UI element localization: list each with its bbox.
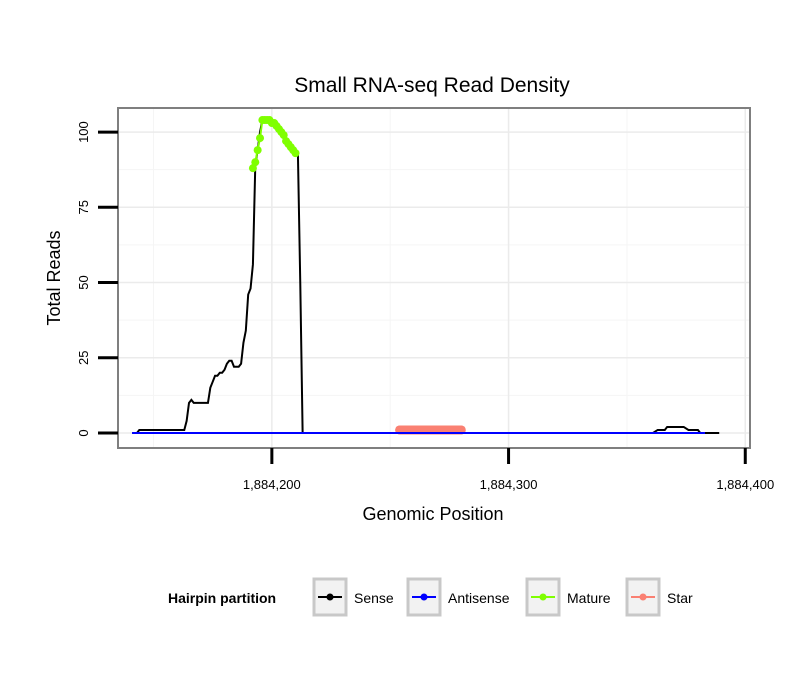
data-point-mature bbox=[251, 158, 260, 167]
legend-label-antisense: Antisense bbox=[448, 590, 510, 606]
legend: Hairpin partition Sense Antisense Mature St… bbox=[168, 577, 693, 617]
legend-title: Hairpin partition bbox=[168, 590, 276, 606]
y-tick-label: 100 bbox=[76, 121, 91, 143]
y-tick-label: 75 bbox=[76, 200, 91, 214]
data-point-mature bbox=[253, 146, 262, 155]
data-point-mature bbox=[248, 164, 257, 173]
plot-area bbox=[117, 107, 751, 449]
y-tick-label: 0 bbox=[76, 429, 91, 436]
series-layer bbox=[132, 116, 720, 435]
x-tick-label: 1,884,400 bbox=[716, 477, 774, 492]
chart-title: Small RNA-seq Read Density bbox=[294, 74, 570, 97]
grid-minor bbox=[118, 108, 750, 448]
legend-key-point bbox=[326, 593, 334, 601]
y-tick-label: 50 bbox=[76, 275, 91, 289]
legend-key-point bbox=[639, 593, 647, 601]
data-point-mature bbox=[256, 134, 265, 143]
x-axis: 1,884,200 1,884,300 1,884,400 bbox=[243, 448, 774, 492]
legend-label-mature: Mature bbox=[567, 590, 611, 606]
y-ticks: 0 25 50 75 100 bbox=[76, 121, 118, 437]
data-point-mature bbox=[279, 131, 288, 140]
data-point-mature bbox=[291, 149, 300, 158]
y-axis: 0 25 50 75 100 bbox=[76, 121, 118, 437]
plot-panel bbox=[118, 108, 750, 448]
legend-label-star: Star bbox=[667, 590, 693, 606]
legend-items: Sense Antisense Mature Star bbox=[312, 577, 693, 617]
y-tick-label: 25 bbox=[76, 351, 91, 365]
legend-key-point bbox=[539, 593, 547, 601]
x-tick-label: 1,884,300 bbox=[480, 477, 538, 492]
y-axis-title: Total Reads bbox=[44, 230, 64, 325]
legend-key-point bbox=[420, 593, 428, 601]
plot-border bbox=[117, 107, 751, 449]
x-ticks: 1,884,200 1,884,300 1,884,400 bbox=[243, 448, 774, 492]
legend-label-sense: Sense bbox=[354, 590, 394, 606]
x-tick-label: 1,884,200 bbox=[243, 477, 301, 492]
x-axis-title: Genomic Position bbox=[362, 504, 503, 524]
